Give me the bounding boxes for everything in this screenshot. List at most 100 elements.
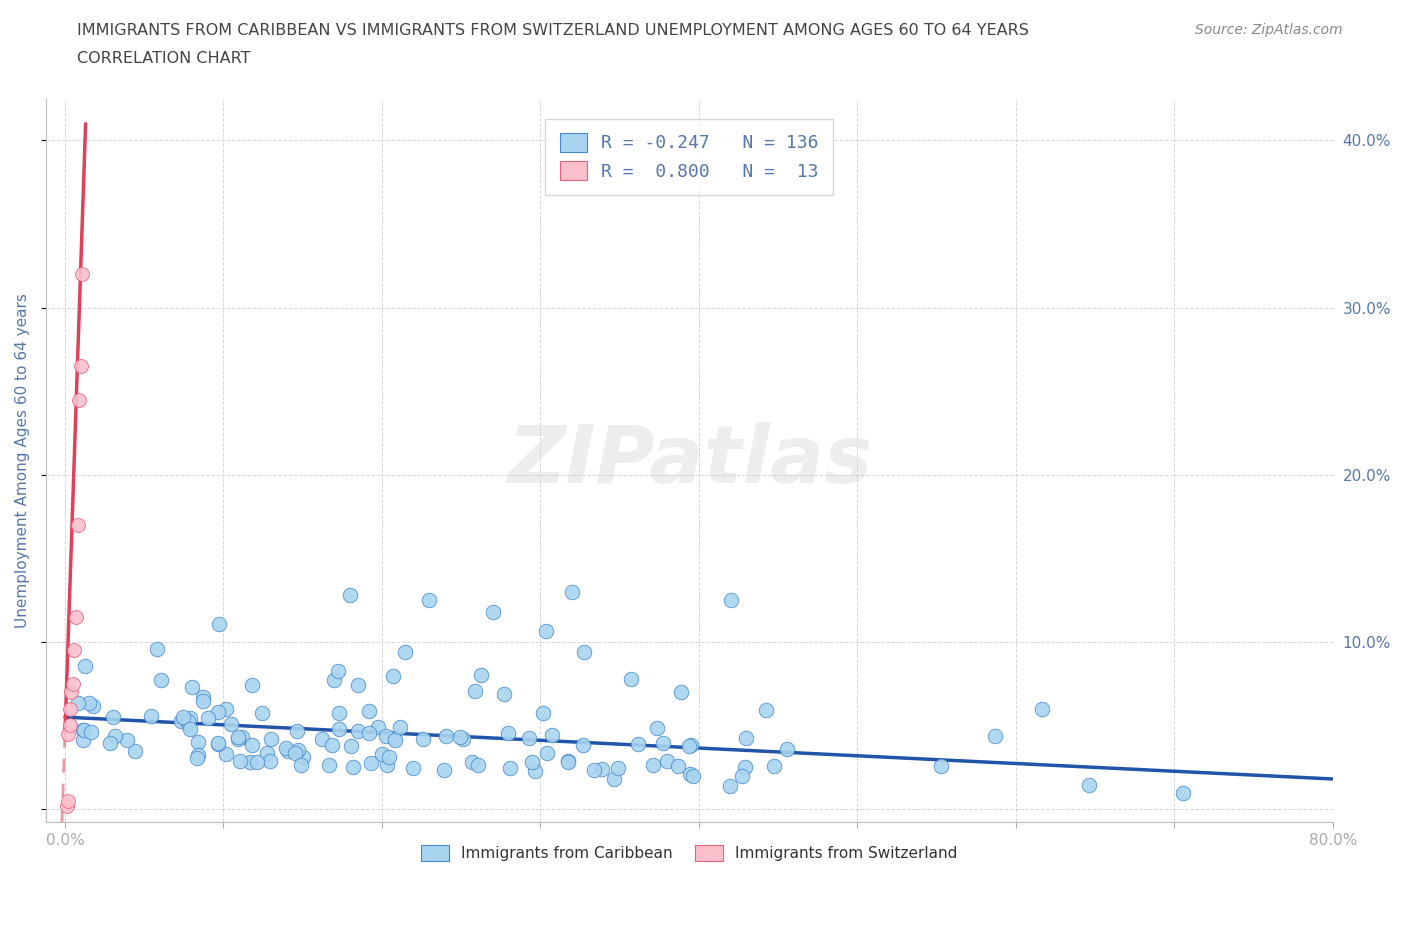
Point <box>342 760 364 775</box>
Point <box>239 755 262 770</box>
Point <box>260 732 283 747</box>
Point <box>467 758 489 773</box>
Point <box>1031 701 1053 716</box>
Point <box>378 750 401 764</box>
Point <box>77 696 100 711</box>
Point <box>197 711 219 725</box>
Point <box>401 760 423 775</box>
Point <box>470 668 492 683</box>
Point <box>357 726 380 741</box>
Point <box>1077 777 1099 792</box>
Point <box>536 745 558 760</box>
Point <box>776 741 799 756</box>
Point <box>645 720 668 735</box>
Point <box>434 728 457 743</box>
Point <box>339 588 361 603</box>
Point <box>607 761 630 776</box>
Point <box>104 728 127 743</box>
Point <box>321 737 343 752</box>
Point <box>360 756 382 771</box>
Point <box>655 753 678 768</box>
Point <box>389 719 412 734</box>
Point <box>718 778 741 793</box>
Point <box>277 743 299 758</box>
Point <box>66 517 89 532</box>
Point <box>522 755 544 770</box>
Point <box>215 702 238 717</box>
Point <box>186 735 208 750</box>
Point <box>98 736 121 751</box>
Point <box>62 676 84 691</box>
Point <box>591 762 613 777</box>
Point <box>461 754 484 769</box>
Point <box>583 763 606 777</box>
Point <box>170 714 193 729</box>
Point <box>176 717 198 732</box>
Point <box>328 706 350 721</box>
Point <box>557 755 579 770</box>
Point <box>557 753 579 768</box>
Point <box>72 733 94 748</box>
Point <box>59 718 82 733</box>
Point <box>731 768 754 783</box>
Legend: Immigrants from Caribbean, Immigrants from Switzerland: Immigrants from Caribbean, Immigrants fr… <box>413 838 965 869</box>
Point <box>651 736 673 751</box>
Point <box>412 732 434 747</box>
Point <box>763 759 786 774</box>
Point <box>679 767 702 782</box>
Point <box>291 750 314 764</box>
Point <box>382 730 405 745</box>
Point <box>323 672 346 687</box>
Point <box>450 730 472 745</box>
Point <box>139 709 162 724</box>
Point <box>207 704 229 719</box>
Point <box>311 731 333 746</box>
Point <box>191 690 214 705</box>
Point <box>287 724 309 738</box>
Point <box>228 753 250 768</box>
Point <box>256 745 278 760</box>
Point <box>318 758 340 773</box>
Point <box>755 703 778 718</box>
Text: ZIPatlas: ZIPatlas <box>508 421 872 499</box>
Point <box>187 748 209 763</box>
Point <box>240 677 263 692</box>
Point <box>63 643 86 658</box>
Point <box>531 705 554 720</box>
Point <box>69 359 91 374</box>
Point <box>124 744 146 759</box>
Point <box>371 747 394 762</box>
Point <box>221 716 243 731</box>
Point <box>929 759 952 774</box>
Point <box>326 663 349 678</box>
Point <box>60 684 83 699</box>
Point <box>145 642 167 657</box>
Point <box>290 757 312 772</box>
Point <box>720 592 742 607</box>
Point <box>357 704 380 719</box>
Point <box>259 754 281 769</box>
Point <box>246 755 269 770</box>
Point <box>418 592 440 607</box>
Point <box>65 609 87 624</box>
Point <box>984 728 1007 743</box>
Point <box>671 684 693 699</box>
Point <box>207 736 229 751</box>
Point <box>572 644 595 659</box>
Point <box>56 726 79 741</box>
Point <box>56 793 79 808</box>
Point <box>603 772 626 787</box>
Point <box>208 617 231 631</box>
Point <box>681 737 703 752</box>
Point <box>541 727 564 742</box>
Point <box>451 731 474 746</box>
Point <box>734 731 756 746</box>
Point <box>55 798 77 813</box>
Point <box>384 732 406 747</box>
Point <box>73 658 96 673</box>
Point <box>382 669 405 684</box>
Point <box>375 757 398 772</box>
Point <box>226 732 249 747</box>
Point <box>627 737 650 751</box>
Point <box>1173 786 1195 801</box>
